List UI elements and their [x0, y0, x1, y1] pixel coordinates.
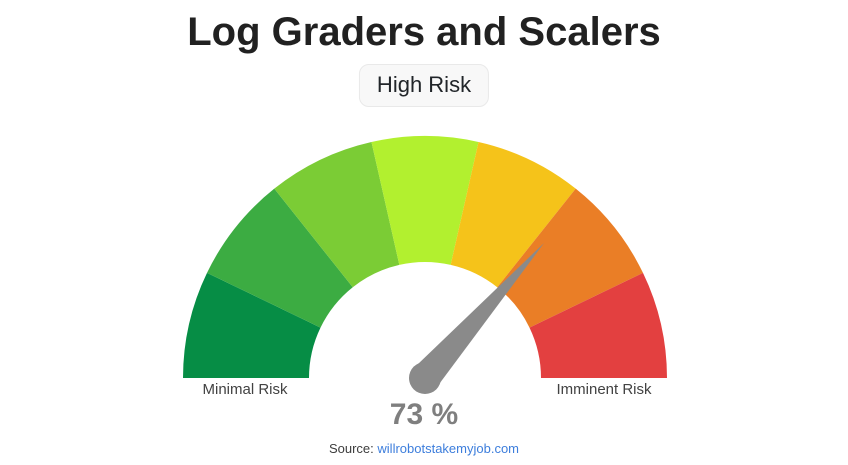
source-link[interactable]: willrobotstakemyjob.com	[377, 441, 520, 456]
gauge-segment-medium-green	[207, 188, 353, 328]
gauge-needle	[409, 242, 545, 394]
gauge-segment-orange	[497, 188, 643, 328]
gauge-max-label: Imminent Risk	[556, 381, 652, 398]
gauge-svg	[183, 136, 667, 394]
gauge-min-label: Minimal Risk	[202, 381, 288, 398]
chart-title: Log Graders and Scalers	[187, 10, 661, 54]
gauge-segment-red	[529, 272, 667, 378]
source-label: Source:	[328, 441, 374, 456]
gauge-segment-lime	[371, 136, 479, 265]
gauge-segment-dark-green	[183, 272, 321, 378]
risk-badge: High Risk	[358, 64, 490, 107]
needle-pointer	[413, 242, 545, 388]
needle-cap	[409, 362, 441, 394]
gauge-segment-gold	[450, 141, 576, 288]
source-line: Source: willrobotstakemyjob.com	[0, 441, 848, 456]
gauge-value: 73 %	[389, 398, 459, 431]
gauge-segments	[183, 136, 667, 378]
gauge-segment-light-green	[274, 141, 400, 288]
